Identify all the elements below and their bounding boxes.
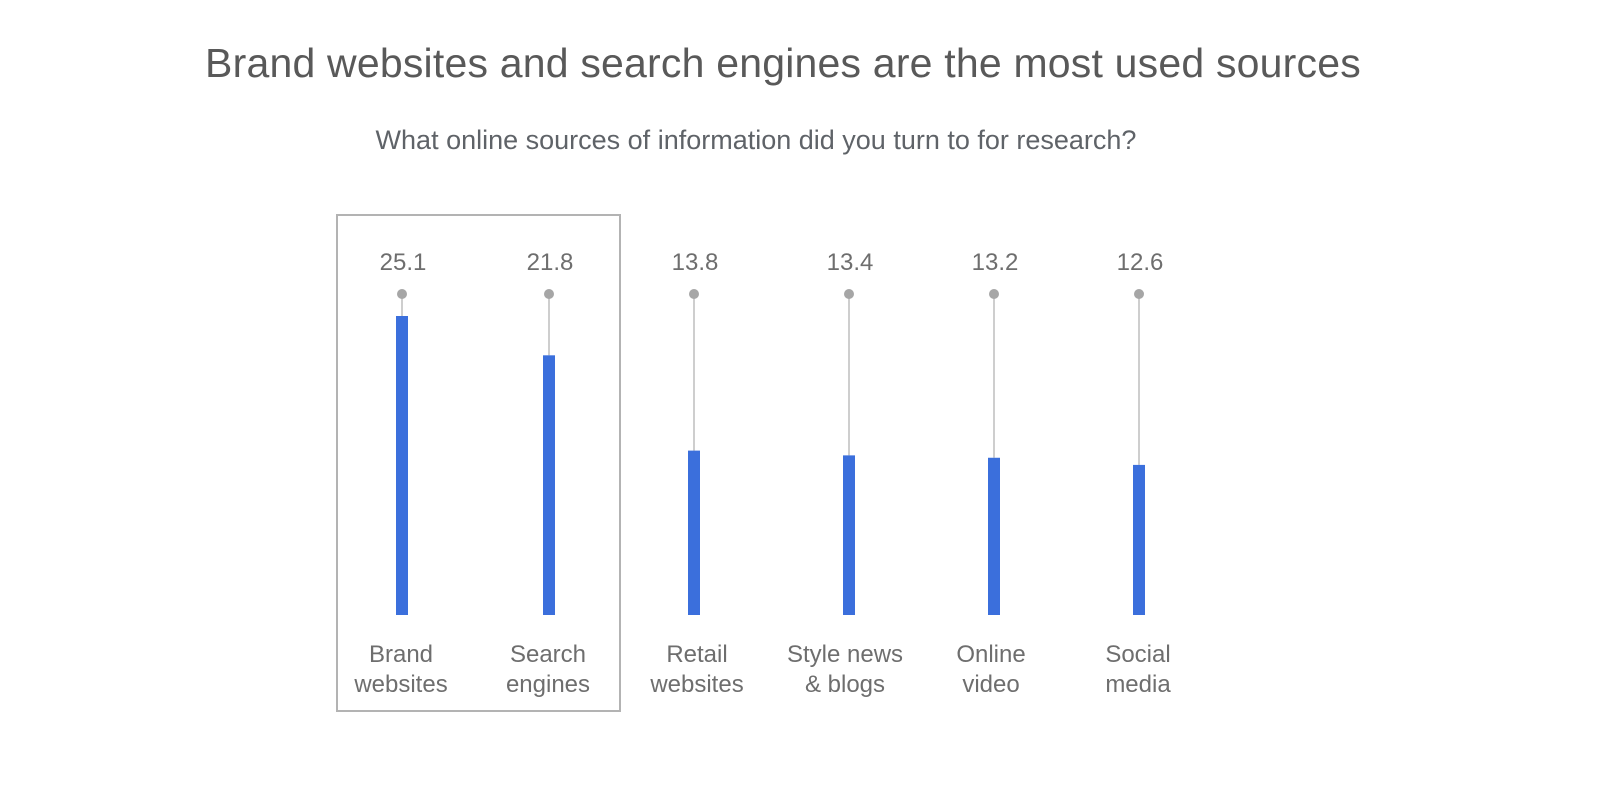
category-label: websites	[353, 671, 447, 698]
stem-marker	[689, 289, 699, 299]
chart-title: Brand websites and search engines are th…	[205, 40, 1361, 86]
bar	[988, 457, 1000, 615]
data-label: 25.1	[380, 249, 427, 276]
data-label: 13.4	[827, 249, 874, 276]
stem-marker	[397, 289, 407, 299]
category-label: Retail	[666, 641, 727, 668]
data-label: 21.8	[527, 249, 574, 276]
bar	[843, 455, 855, 615]
bar	[543, 355, 555, 615]
category-label: video	[962, 671, 1019, 698]
data-label: 13.2	[972, 249, 1019, 276]
category-label: media	[1105, 671, 1171, 698]
category-label: Online	[956, 641, 1025, 668]
category-label: Social	[1105, 641, 1170, 668]
bar	[688, 450, 700, 615]
chart-subtitle: What online sources of information did y…	[375, 125, 1137, 155]
highlight-box	[336, 214, 621, 712]
stem-marker	[544, 289, 554, 299]
category-label: engines	[506, 671, 590, 698]
data-label: 13.8	[672, 249, 719, 276]
bar	[396, 316, 408, 615]
stem-marker	[844, 289, 854, 299]
category-label: websites	[649, 671, 743, 698]
stem-marker	[1134, 289, 1144, 299]
stem-marker	[989, 289, 999, 299]
category-label: Brand	[369, 641, 433, 668]
category-label: Style news	[787, 641, 903, 668]
category-label: & blogs	[805, 671, 885, 698]
chart-marks: 25.1 Brand websites 21.8 Search engines 13.8 Re…	[353, 249, 1171, 698]
bar	[1133, 464, 1145, 615]
category-label: Search	[510, 641, 586, 668]
data-label: 12.6	[1117, 249, 1164, 276]
